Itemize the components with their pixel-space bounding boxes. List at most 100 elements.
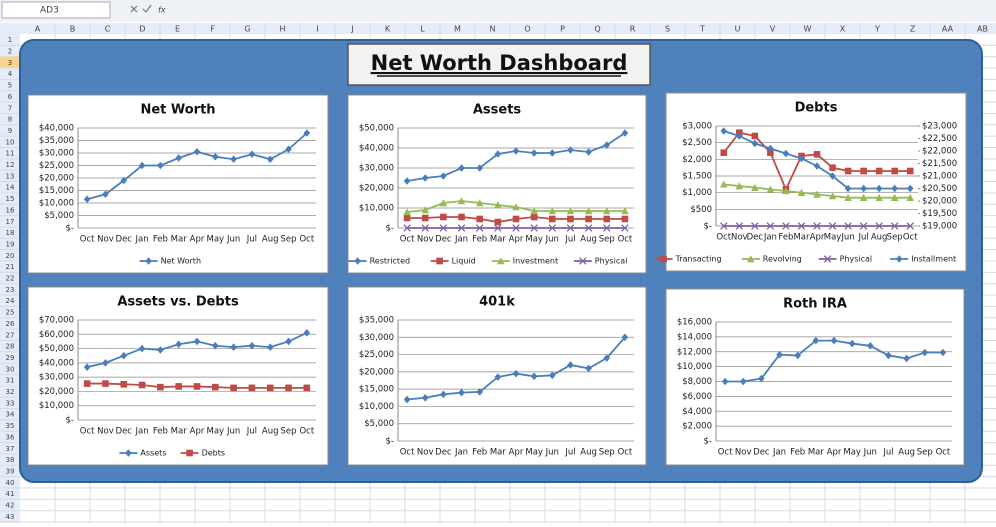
row-header[interactable]: 43: [6, 513, 15, 521]
row-header[interactable]: 14: [6, 184, 15, 192]
column-header[interactable]: Z: [910, 25, 916, 34]
fx-button[interactable]: fx: [158, 6, 166, 15]
column-header[interactable]: Y: [874, 25, 880, 34]
row-header[interactable]: 8: [8, 116, 12, 124]
y-tick-label: $10,000: [677, 362, 712, 372]
row-header[interactable]: 1: [8, 36, 12, 44]
column-header[interactable]: D: [139, 25, 145, 34]
row-header[interactable]: 30: [6, 365, 15, 373]
row-header[interactable]: 7: [8, 104, 12, 112]
row-header[interactable]: 3: [8, 59, 12, 67]
marker: [776, 350, 783, 359]
row-header[interactable]: 40: [6, 479, 15, 487]
marker: [891, 167, 898, 175]
row-header[interactable]: 28: [6, 343, 15, 351]
chart: Roth IRA $- $2,000 $4,000 $6,000 $8,000 $10,00…: [665, 288, 965, 466]
marker: [860, 184, 867, 193]
row-header[interactable]: 9: [8, 127, 12, 135]
y2-tick-label: $23,000: [922, 122, 957, 132]
row-header[interactable]: 32: [6, 388, 15, 396]
row-header[interactable]: 22: [6, 275, 15, 283]
chart-title: Net Worth: [140, 103, 215, 118]
x-tick-label: May: [824, 233, 842, 243]
row-header[interactable]: 34: [6, 411, 15, 419]
marker: [939, 348, 947, 357]
name-box[interactable]: [1, 1, 111, 19]
y-tick-label: $1,500: [682, 172, 712, 182]
marker: [813, 162, 821, 170]
marker: [512, 147, 520, 155]
x-tick-label: Apr: [509, 235, 524, 245]
marker: [812, 336, 820, 345]
row-header[interactable]: 36: [6, 433, 15, 441]
column-header[interactable]: N: [490, 25, 496, 34]
column-header[interactable]: A: [35, 25, 41, 34]
column-header[interactable]: E: [175, 25, 180, 34]
row-header[interactable]: 10: [6, 138, 15, 146]
row-header[interactable]: 38: [6, 456, 15, 464]
column-header[interactable]: X: [840, 25, 846, 34]
row-header[interactable]: 21: [6, 263, 15, 271]
marker: [303, 329, 311, 337]
row-header[interactable]: 17: [6, 218, 15, 226]
row-header[interactable]: 19: [6, 240, 15, 248]
column-header[interactable]: Q: [594, 25, 600, 34]
y-tick-label: $6,000: [682, 392, 712, 402]
row-header[interactable]: 18: [6, 229, 15, 237]
marker: [895, 255, 903, 263]
column-header[interactable]: AB: [977, 25, 988, 34]
row-header[interactable]: 4: [8, 70, 13, 78]
row-header[interactable]: 39: [6, 467, 15, 475]
row-header[interactable]: 26: [6, 320, 15, 328]
column-header[interactable]: G: [244, 25, 250, 34]
row-header[interactable]: 41: [6, 490, 15, 498]
row-header[interactable]: 13: [6, 172, 15, 180]
column-header[interactable]: AA: [942, 25, 954, 34]
column-header[interactable]: C: [105, 25, 111, 34]
marker: [875, 184, 883, 193]
chart-title: 401k: [479, 295, 515, 310]
column-header[interactable]: B: [70, 25, 76, 34]
row-header[interactable]: 37: [6, 445, 15, 453]
column-header[interactable]: V: [770, 25, 776, 34]
row-header[interactable]: 33: [6, 399, 15, 407]
column-header[interactable]: T: [699, 25, 705, 34]
row-header[interactable]: 29: [6, 354, 15, 362]
row-header[interactable]: 35: [6, 422, 15, 430]
column-header[interactable]: J: [350, 25, 353, 34]
y-tick-label: $3,000: [682, 122, 712, 132]
column-header[interactable]: P: [560, 25, 565, 34]
row-header[interactable]: 12: [6, 161, 15, 169]
row-header[interactable]: 24: [6, 297, 15, 305]
y-tick-label: $70,000: [39, 316, 74, 326]
row-header[interactable]: 27: [6, 331, 15, 339]
row-header[interactable]: 25: [6, 309, 15, 317]
row-header[interactable]: 20: [6, 252, 15, 260]
row-header[interactable]: 6: [8, 93, 13, 101]
marker: [797, 188, 806, 196]
row-header[interactable]: 31: [6, 377, 15, 385]
row-header[interactable]: 2: [8, 48, 12, 56]
column-header[interactable]: S: [665, 25, 670, 34]
row-header[interactable]: 42: [6, 502, 15, 510]
column-header[interactable]: H: [279, 25, 285, 34]
x-tick-label: May: [843, 448, 861, 458]
column-header[interactable]: R: [630, 25, 636, 34]
column-header[interactable]: W: [804, 25, 812, 34]
row-header[interactable]: 16: [6, 206, 15, 214]
column-header[interactable]: O: [524, 25, 530, 34]
column-header[interactable]: F: [210, 25, 215, 34]
row-header[interactable]: 5: [8, 82, 12, 90]
marker: [860, 167, 867, 175]
column-header[interactable]: U: [735, 25, 741, 34]
column-header[interactable]: M: [454, 25, 461, 34]
row-header[interactable]: 15: [6, 195, 15, 203]
row-header[interactable]: 11: [6, 150, 15, 158]
marker: [530, 149, 538, 157]
column-header[interactable]: L: [420, 25, 425, 34]
column-header[interactable]: I: [316, 25, 318, 34]
marker: [890, 222, 899, 230]
row-header[interactable]: 23: [6, 286, 15, 294]
marker: [747, 255, 755, 263]
column-header[interactable]: K: [385, 25, 391, 34]
